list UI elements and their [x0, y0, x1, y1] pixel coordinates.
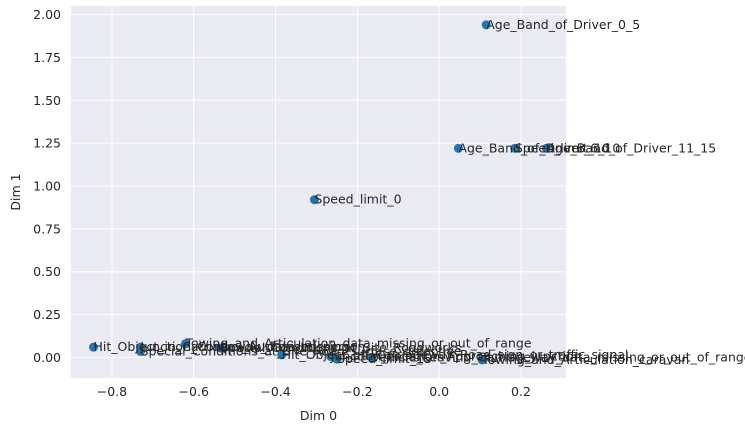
- data-point: [332, 354, 342, 364]
- point-label: Speed_limit_15: [337, 351, 432, 366]
- y-tick-label: 1.50: [33, 93, 61, 108]
- data-point: [453, 143, 463, 153]
- data-point: [309, 195, 319, 205]
- data-point: [181, 339, 191, 349]
- point-label: Junction_Control_Authorised_person: [140, 339, 366, 354]
- y-tick-label: 1.75: [33, 50, 61, 65]
- data-point: [367, 352, 377, 362]
- data-point: [136, 346, 146, 356]
- y-tick-label: 1.00: [33, 179, 61, 194]
- point-label: Special_Conditions_at_Site_Road_surface_…: [141, 343, 462, 358]
- y-tick-label: 0.75: [33, 221, 61, 236]
- x-tick-label: −0.4: [260, 384, 290, 399]
- x-tick-label: 0.0: [429, 384, 449, 399]
- y-tick-label: 0.00: [33, 350, 61, 365]
- y-tick-label: 0.50: [33, 264, 61, 279]
- data-point: [541, 143, 551, 153]
- data-point: [89, 342, 98, 352]
- point-label: Special_Conditions_at_Site_Roadworks: [220, 340, 461, 355]
- plot-area: [71, 6, 566, 378]
- y-tick-label: 1.25: [33, 136, 61, 151]
- data-points: [89, 20, 551, 365]
- x-tick-labels: −0.8 −0.6 −0.4 −0.2 0.0 0.2: [97, 384, 531, 399]
- point-label: Age_Band_of_Driver_0_5: [486, 17, 640, 32]
- x-tick-label: 0.2: [511, 384, 531, 399]
- data-point: [510, 143, 520, 153]
- data-point: [215, 343, 225, 353]
- y-tick-labels: 0.00 0.25 0.50 0.75 1.00 1.25 1.50 1.75 2.00: [33, 7, 61, 365]
- y-axis-label: Dim 1: [8, 173, 23, 210]
- x-tick-label: −0.2: [342, 384, 372, 399]
- point-label: Speed_limit_10: [515, 140, 610, 155]
- point-label: Hit_Object_off_Carriageway_Road_sign_or_…: [282, 347, 629, 362]
- data-point: [477, 355, 487, 365]
- x-axis-label: Dim 0: [300, 408, 337, 423]
- x-tick-label: −0.6: [179, 384, 209, 399]
- point-label: Speed_limit_0: [314, 192, 401, 207]
- point-label: Age_Band_of_Driver_11_15: [546, 140, 716, 155]
- data-point: [481, 20, 491, 30]
- y-tick-label: 2.00: [33, 7, 61, 22]
- point-annotations: Age_Band_of_Driver_0_5 Age_Band_of_Driver…: [94, 17, 745, 367]
- point-label: Hit_Object_in_Carriageway_data_missing: [94, 339, 350, 354]
- point-label: Towing_and_Articulation_data_missing_or_…: [185, 336, 532, 351]
- point-label: Age_Band_of_Driver_6_10: [458, 140, 620, 155]
- x-tick-label: −0.8: [97, 384, 127, 399]
- point-label: Junction_Location_Approaching_junction: [330, 349, 582, 364]
- point-label: Towing_and_Articulation_caravan: [481, 352, 689, 367]
- data-point: [277, 350, 287, 360]
- y-tick-label: 0.25: [33, 307, 61, 322]
- grid-lines: [71, 6, 566, 378]
- point-label: Vehicle_Leaving_Carriageway_data_missing…: [372, 349, 745, 364]
